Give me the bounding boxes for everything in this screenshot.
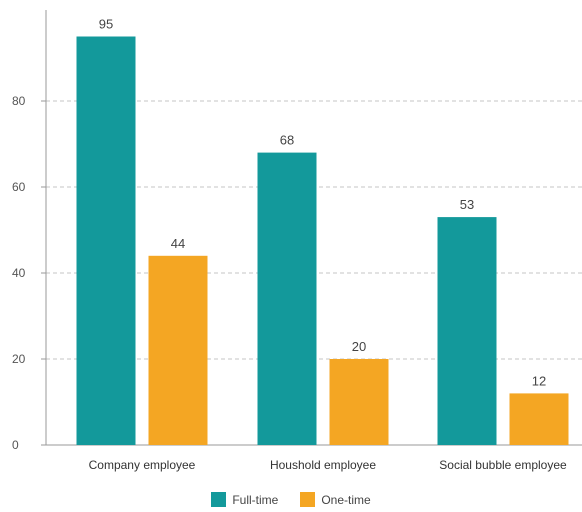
category-label: Houshold employee xyxy=(270,458,376,472)
bar-one-time-social-bubble-employee[interactable] xyxy=(510,393,569,445)
bar-full-time-houshold-employee[interactable] xyxy=(258,153,317,445)
legend-swatch-full-time xyxy=(211,492,226,507)
data-label: 68 xyxy=(280,133,294,148)
data-label: 53 xyxy=(460,197,474,212)
bar-full-time-social-bubble-employee[interactable] xyxy=(438,217,497,445)
y-tick-label-80: 80 xyxy=(12,94,26,108)
legend-item-full-time[interactable]: Full-time xyxy=(211,492,278,507)
bar-chart: 0 20 40 60 80 95 44 68 20 53 12 Company employee H… xyxy=(0,0,582,480)
y-tick-label-0: 0 xyxy=(12,438,19,452)
y-tick-label-20: 20 xyxy=(12,352,26,366)
category-label: Social bubble employee xyxy=(439,458,567,472)
y-tick-label-60: 60 xyxy=(12,180,26,194)
data-label: 20 xyxy=(352,339,366,354)
bar-one-time-houshold-employee[interactable] xyxy=(330,359,389,445)
legend-label-one-time: One-time xyxy=(321,493,370,507)
bar-full-time-company-employee[interactable] xyxy=(77,37,136,446)
category-label: Company employee xyxy=(89,458,196,472)
category-labels: Company employee Houshold employee Social … xyxy=(89,458,567,472)
legend: Full-time One-time xyxy=(0,492,582,507)
bars xyxy=(77,37,569,446)
y-axis-ticks: 0 20 40 60 80 xyxy=(12,94,46,452)
legend-swatch-one-time xyxy=(300,492,315,507)
data-label: 12 xyxy=(532,373,546,388)
legend-label-full-time: Full-time xyxy=(232,493,278,507)
y-tick-label-40: 40 xyxy=(12,266,26,280)
legend-item-one-time[interactable]: One-time xyxy=(300,492,370,507)
data-label: 95 xyxy=(99,17,113,32)
bar-one-time-company-employee[interactable] xyxy=(149,256,208,445)
data-label: 44 xyxy=(171,236,185,251)
